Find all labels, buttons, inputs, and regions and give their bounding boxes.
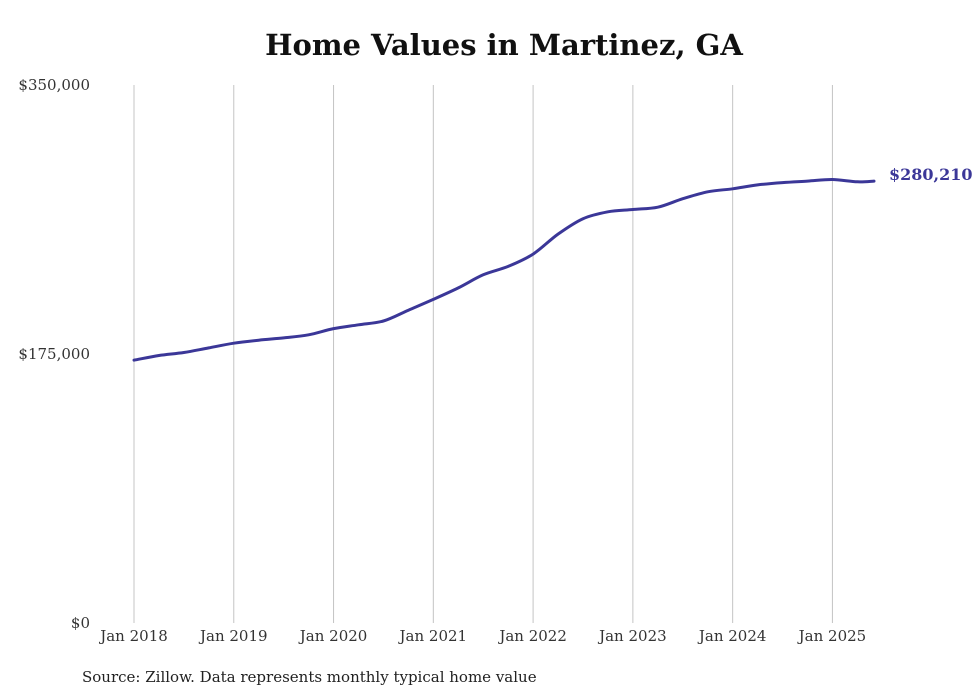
x-tick-label: Jan 2018 bbox=[98, 627, 168, 645]
series-line bbox=[132, 177, 876, 362]
x-tick-label: Jan 2024 bbox=[697, 627, 767, 645]
y-tick-label: $350,000 bbox=[18, 76, 90, 94]
end-value-label: $280,210 bbox=[889, 165, 973, 184]
x-tick-label: Jan 2021 bbox=[398, 627, 468, 645]
x-tick-label: Jan 2022 bbox=[497, 627, 567, 645]
x-tick-label: Jan 2023 bbox=[597, 627, 667, 645]
y-tick-label: $0 bbox=[71, 614, 90, 632]
x-tick-label: Jan 2019 bbox=[198, 627, 268, 645]
x-tick-label: Jan 2020 bbox=[298, 627, 368, 645]
x-tick-label: Jan 2025 bbox=[797, 627, 867, 645]
y-tick-label: $175,000 bbox=[18, 345, 90, 363]
source-note: Source: Zillow. Data represents monthly … bbox=[82, 668, 537, 686]
chart-title: Home Values in Martinez, GA bbox=[265, 28, 743, 62]
